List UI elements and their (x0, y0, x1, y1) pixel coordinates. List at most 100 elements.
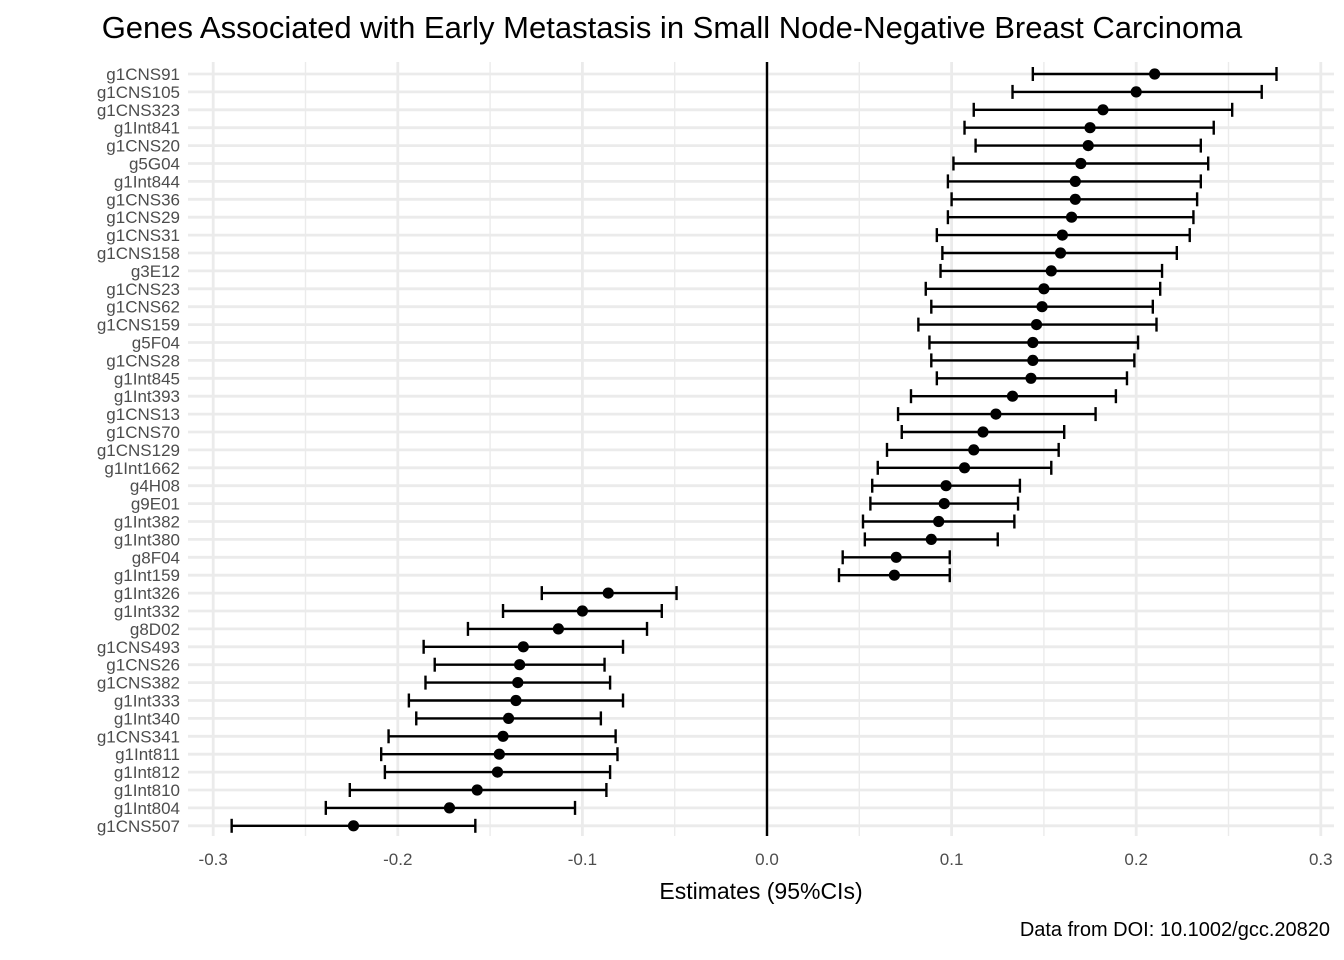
point-g9E01 (938, 498, 950, 510)
point-g3E12 (1045, 265, 1057, 277)
y-tick-label: g1Int804 (114, 799, 180, 818)
y-tick-label: g1Int393 (114, 387, 180, 406)
y-tick-label: g5F04 (132, 334, 180, 353)
y-tick-label: g1Int382 (114, 513, 180, 532)
point-g1Int333 (510, 694, 522, 707)
x-tick-label: 0.1 (940, 850, 964, 869)
point-g1Int804 (443, 802, 456, 814)
chart-caption: Data from DOI: 10.1002/gcc.20820 (1019, 919, 1330, 941)
x-axis-tick-labels: -0.3 -0.2 -0.1 0.0 0.1 0.2 0.3 (199, 850, 1333, 869)
y-tick-label: g1Int810 (114, 781, 180, 800)
point-g1CNS91 (1149, 68, 1161, 80)
y-tick-label: g1CNS91 (106, 65, 180, 84)
y-tick-label: g1CNS70 (106, 423, 180, 442)
y-tick-label: g1CNS159 (97, 316, 180, 335)
x-tick-label: 0.3 (1309, 850, 1333, 869)
point-g1Int844 (1069, 175, 1081, 187)
point-g8F04 (890, 551, 902, 563)
y-tick-label: g1Int340 (114, 709, 180, 728)
point-g1Int382 (933, 515, 945, 528)
y-tick-label: g1CNS158 (97, 244, 180, 263)
y-tick-label: g1CNS29 (106, 208, 180, 227)
point-g4H08 (940, 480, 952, 492)
point-g1CNS129 (968, 444, 980, 456)
point-g1CNS493 (517, 641, 529, 653)
y-tick-label: g5G04 (129, 155, 180, 174)
y-tick-label: g1CNS341 (97, 727, 180, 746)
point-g1CNS62 (1036, 301, 1048, 313)
point-g1CNS26 (514, 659, 526, 671)
y-tick-label: g8D02 (130, 620, 180, 639)
point-g1Int810 (471, 784, 483, 796)
point-g8D02 (552, 623, 565, 635)
y-tick-label: g1CNS493 (97, 638, 180, 657)
y-tick-label: g1CNS23 (106, 280, 180, 299)
point-g1Int845 (1025, 372, 1037, 384)
major-gridlines (188, 62, 1334, 836)
y-axis-tick-labels: g1CNS91g1CNS105g1CNS323g1Int841g1CNS20g5… (97, 65, 180, 836)
point-g1CNS36 (1069, 193, 1081, 205)
point-g1CNS20 (1082, 140, 1094, 152)
y-tick-label: g1Int333 (114, 692, 180, 711)
point-g1Int380 (925, 533, 937, 546)
y-tick-label: g1Int844 (114, 172, 180, 191)
y-tick-label: g1CNS382 (97, 674, 180, 693)
point-g1Int340 (502, 712, 515, 725)
y-tick-label: g1CNS20 (106, 137, 180, 156)
y-tick-label: g1CNS31 (106, 226, 180, 245)
x-axis-label: Estimates (95%CIs) (659, 878, 862, 904)
y-tick-label: g1Int380 (114, 530, 180, 549)
x-tick-label: 0.0 (755, 850, 779, 869)
y-tick-label: g1Int812 (114, 763, 180, 782)
y-tick-label: g1Int1662 (104, 459, 180, 478)
point-g1CNS507 (347, 820, 360, 832)
x-tick-label: -0.2 (383, 850, 412, 869)
point-g1CNS29 (1065, 211, 1078, 223)
point-g1CNS28 (1027, 354, 1039, 366)
y-tick-label: g1CNS507 (97, 817, 180, 836)
point-g1CNS382 (512, 677, 524, 689)
y-tick-label: g1CNS13 (106, 405, 180, 424)
point-g1Int1662 (958, 462, 971, 474)
point-g1Int841 (1084, 122, 1096, 134)
point-g1CNS159 (1030, 319, 1043, 331)
point-g5G04 (1075, 157, 1087, 170)
x-tick-label: -0.3 (199, 850, 228, 869)
point-g5F04 (1027, 336, 1039, 349)
point-g1CNS70 (977, 426, 989, 438)
y-tick-label: g9E01 (131, 495, 180, 514)
y-tick-label: g1CNS105 (97, 83, 180, 102)
point-g1Int159 (888, 569, 900, 581)
estimate-points (347, 68, 1161, 832)
y-tick-label: g1Int841 (114, 119, 180, 138)
y-tick-label: g1CNS323 (97, 101, 180, 120)
y-tick-label: g1Int332 (114, 602, 180, 621)
point-g1CNS31 (1056, 229, 1068, 241)
y-tick-label: g1Int326 (114, 584, 180, 603)
point-g1Int811 (493, 748, 505, 760)
point-g1CNS158 (1054, 247, 1067, 259)
point-g1Int393 (1006, 390, 1019, 402)
point-g1CNS23 (1038, 283, 1050, 295)
chart-title: Genes Associated with Early Metastasis i… (101, 10, 1243, 45)
point-g1CNS323 (1097, 104, 1109, 116)
point-g1CNS105 (1130, 86, 1142, 98)
x-tick-label: 0.2 (1124, 850, 1148, 869)
y-tick-label: g4H08 (130, 477, 180, 496)
y-tick-label: g3E12 (131, 262, 180, 281)
y-tick-label: g8F04 (132, 548, 180, 567)
y-tick-label: g1CNS62 (106, 298, 180, 317)
x-tick-label: -0.1 (568, 850, 597, 869)
y-tick-label: g1Int159 (114, 566, 180, 585)
point-g1CNS341 (497, 730, 509, 742)
point-g1CNS13 (990, 408, 1002, 420)
point-g1Int326 (602, 587, 614, 599)
y-tick-label: g1CNS129 (97, 441, 180, 460)
y-tick-label: g1CNS36 (106, 190, 180, 209)
y-tick-label: g1Int811 (115, 745, 180, 764)
y-tick-label: g1CNS28 (106, 351, 180, 370)
y-tick-label: g1CNS26 (106, 656, 180, 675)
point-g1Int332 (576, 605, 589, 617)
point-g1Int812 (491, 766, 504, 778)
